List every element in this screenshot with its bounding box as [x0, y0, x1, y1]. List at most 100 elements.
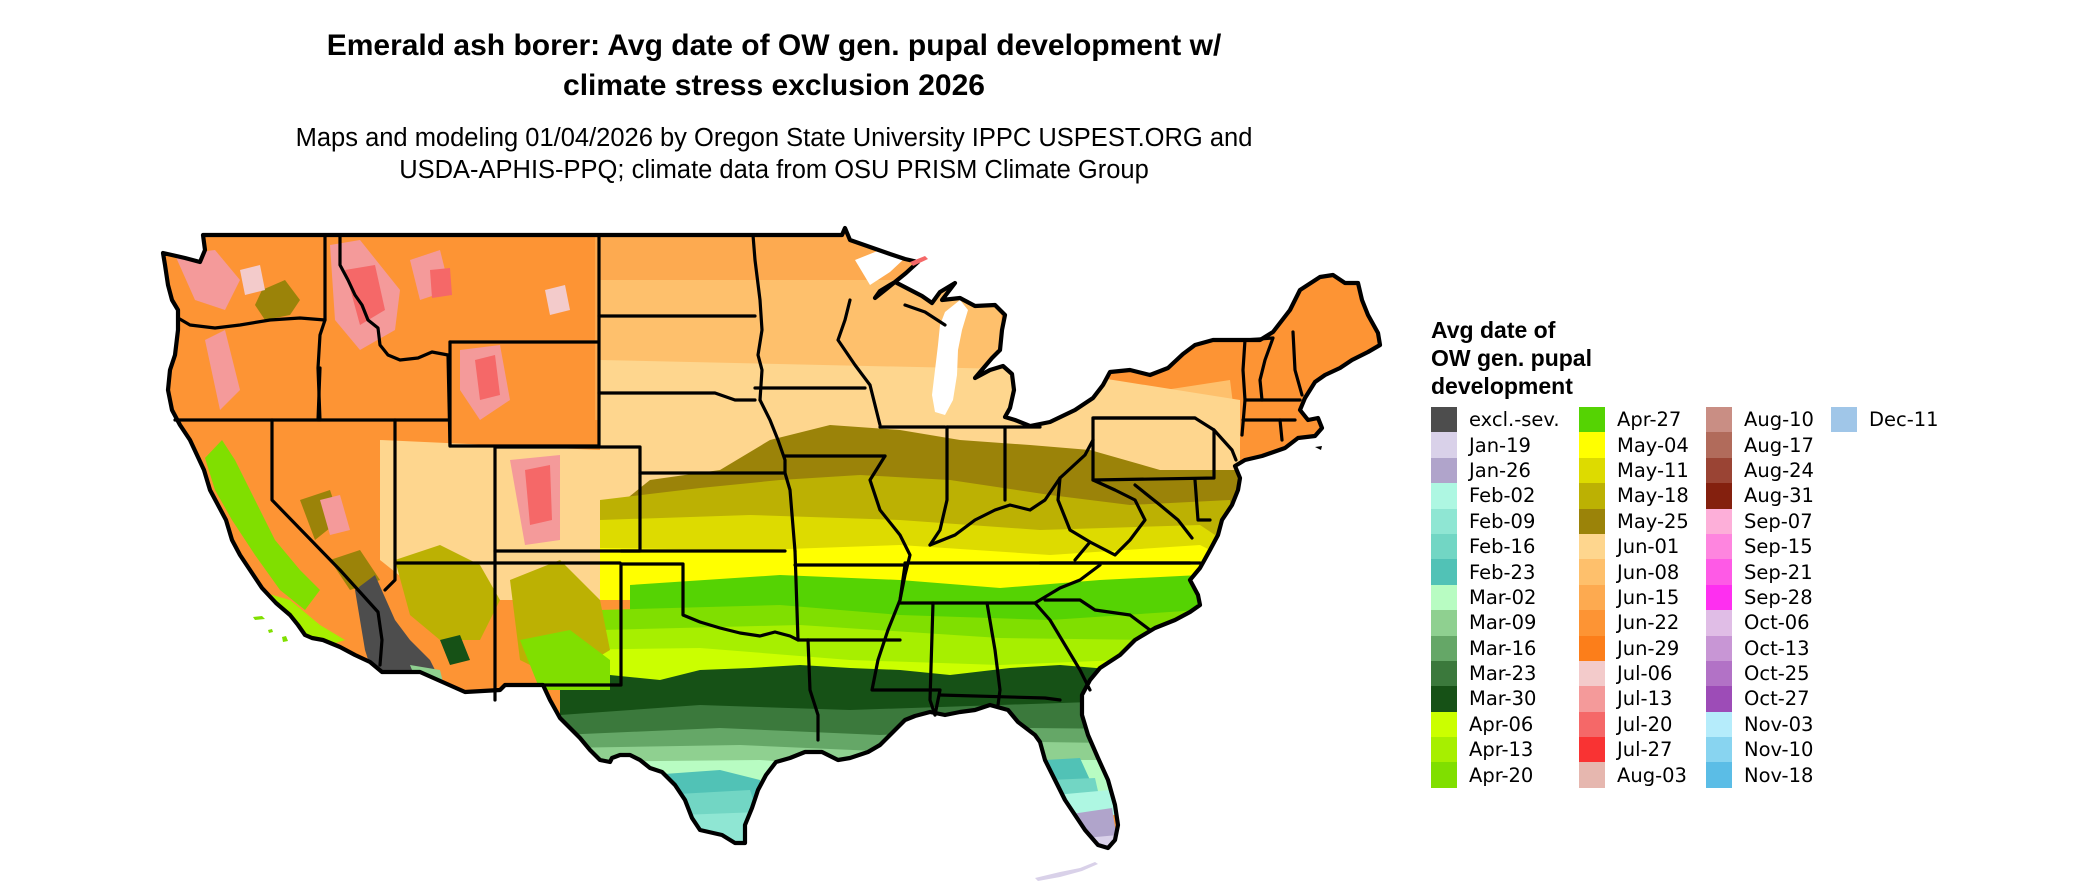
- legend-label: Aug-24: [1744, 458, 1814, 482]
- title-line-1: Emerald ash borer: Avg date of OW gen. p…: [326, 29, 1222, 62]
- legend-swatch: [1706, 737, 1732, 763]
- legend-item: Jan-26: [1431, 457, 1560, 484]
- border-ohio-river: [928, 438, 1095, 547]
- legend-item: Feb-02: [1431, 483, 1560, 509]
- border-ky-wv-va: [1056, 476, 1092, 562]
- border-de-md: [1193, 478, 1212, 522]
- legend-label: Mar-09: [1469, 611, 1537, 635]
- band-wa-olive: [255, 280, 300, 320]
- legend-swatch: [1431, 407, 1457, 433]
- legend-label: Feb-02: [1469, 484, 1536, 508]
- legend-swatch: [1706, 610, 1732, 636]
- legend-label: Aug-17: [1744, 433, 1814, 457]
- legend-swatch: [1579, 533, 1605, 560]
- legend-item: Jan-19: [1431, 432, 1560, 458]
- legend-swatch: [1706, 762, 1732, 788]
- legend-item: Jun-01: [1579, 533, 1689, 560]
- legend-label: Oct-13: [1744, 636, 1810, 660]
- legend-item: Mar-09: [1431, 610, 1560, 636]
- legend-label: Jan-19: [1469, 433, 1531, 457]
- legend-item: Apr-06: [1431, 711, 1560, 738]
- legend-label: Dec-11: [1869, 408, 1939, 432]
- border-or-id: [316, 366, 322, 422]
- legend-label: Aug-10: [1744, 408, 1814, 432]
- legend-column: Aug-10 Aug-17 Aug-24 Aug-31 Sep-07 Sep-15 Sep-…: [1706, 407, 1814, 788]
- legend-item: Aug-24: [1706, 457, 1814, 484]
- border-wi-mi-up: [903, 303, 947, 327]
- legend-label: Mar-30: [1469, 687, 1537, 711]
- legend-label: Feb-09: [1469, 509, 1536, 533]
- legend-item: May-11: [1579, 457, 1689, 484]
- lake-michigan: [932, 300, 968, 415]
- legend-item: Sep-15: [1706, 533, 1814, 560]
- legend-item: Jun-22: [1579, 610, 1689, 636]
- border-nh-me: [1291, 330, 1304, 397]
- legend-swatch: [1431, 432, 1457, 458]
- legend-label: Oct-27: [1744, 687, 1810, 711]
- state-borders: [163, 228, 1380, 848]
- ca-channel-islands: [253, 616, 288, 642]
- legend-column: Apr-27 May-04 May-11 May-18 May-25 Jun-01 Jun-…: [1579, 407, 1689, 788]
- legend-label: Oct-06: [1744, 611, 1810, 635]
- legend-item: May-04: [1579, 432, 1689, 458]
- legend-column: Dec-11: [1831, 407, 1939, 433]
- legend-item: Oct-27: [1706, 686, 1814, 712]
- legend-swatch: [1706, 584, 1732, 611]
- legend-item: Jul-13: [1579, 686, 1689, 712]
- legend-label: Jul-13: [1617, 687, 1673, 711]
- legend-title-line-3: development: [1431, 373, 1573, 399]
- legend-item: Nov-18: [1706, 762, 1814, 788]
- legend-item: Nov-10: [1706, 737, 1814, 763]
- legend-item: Aug-10: [1706, 407, 1814, 433]
- band-az-olive: [395, 545, 500, 640]
- legend-label: Apr-27: [1617, 408, 1682, 432]
- border-ne-ia-mo: [758, 398, 797, 553]
- legend-swatch: [1431, 559, 1457, 585]
- legend-swatch: [1579, 737, 1605, 763]
- legend-swatch: [1431, 711, 1457, 738]
- map-subtitle: Maps and modeling 01/04/2026 by Oregon S…: [224, 122, 1324, 186]
- border-sd-ne: [597, 391, 757, 402]
- legend-item: May-18: [1579, 483, 1689, 509]
- legend-swatch: [1706, 432, 1732, 458]
- border-id-ut: [446, 353, 452, 448]
- legend-swatch: [1431, 660, 1457, 687]
- subtitle-line-2: USDA-APHIS-PPQ; climate data from OSU PR…: [399, 156, 1149, 184]
- legend-label: Feb-16: [1469, 535, 1536, 559]
- border-tn-south: [898, 563, 1102, 605]
- legend-title-line-2: OW gen. pupal: [1431, 345, 1592, 371]
- border-id-mt: [338, 233, 450, 362]
- legend-swatch: [1579, 762, 1605, 788]
- legend-item: Feb-09: [1431, 508, 1560, 534]
- legend-swatch: [1706, 686, 1732, 712]
- legend-label: Sep-07: [1744, 509, 1813, 533]
- nantucket: [1315, 446, 1322, 450]
- legend-item: Jul-06: [1579, 660, 1689, 687]
- border-wv-va: [1088, 478, 1147, 557]
- legend-label: May-04: [1617, 433, 1689, 457]
- border-co: [493, 445, 642, 553]
- map-title: Emerald ash borer: Avg date of OW gen. p…: [224, 26, 1324, 106]
- legend-label: Mar-23: [1469, 662, 1537, 686]
- legend-item: Mar-16: [1431, 635, 1560, 661]
- legend-item: Dec-11: [1831, 407, 1939, 433]
- legend-swatch: [1579, 508, 1605, 534]
- lake-superior-cutout: [855, 250, 905, 285]
- legend-item: Feb-23: [1431, 559, 1560, 585]
- legend-label: Aug-31: [1744, 484, 1814, 508]
- legend-label: Oct-25: [1744, 662, 1810, 686]
- legend-item: May-25: [1579, 508, 1689, 534]
- border-ny-nj: [1212, 428, 1238, 462]
- legend-swatch: [1706, 457, 1732, 484]
- legend-label: Nov-10: [1744, 738, 1814, 762]
- border-md-va: [1133, 483, 1194, 540]
- legend-item: Sep-21: [1706, 559, 1814, 585]
- legend-item: Oct-13: [1706, 635, 1814, 661]
- legend-label: Mar-02: [1469, 585, 1537, 609]
- legend-swatch: [1706, 635, 1732, 661]
- legend-item: Jul-20: [1579, 711, 1689, 738]
- border-vt-nh: [1243, 336, 1275, 402]
- legend-label: Sep-15: [1744, 535, 1813, 559]
- border-ca-nv: [270, 418, 384, 667]
